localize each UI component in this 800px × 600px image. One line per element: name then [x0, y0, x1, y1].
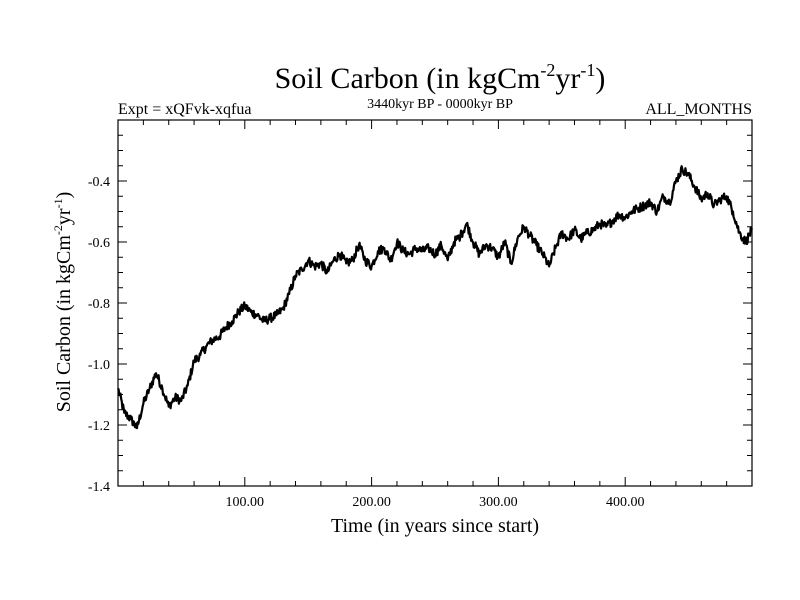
- y-tick-label: -0.8: [88, 297, 110, 312]
- y-tick-label: -1.0: [88, 358, 110, 373]
- series-line-soil-carbon: [117, 165, 754, 430]
- chart-title-base: Soil Carbon (in kgCm: [275, 62, 541, 95]
- x-tick-label: 200.00: [352, 495, 391, 510]
- y-axis-label: Soil Carbon (in kgCm-2yr-1): [51, 192, 75, 413]
- chart-title-sup2: -1: [580, 60, 595, 80]
- x-axis-label: Time (in years since start): [331, 515, 539, 537]
- x-tick-label: 100.00: [226, 495, 265, 510]
- chart-title-mid: yr: [555, 62, 580, 95]
- y-axis-label-base: Soil Carbon (in kgCm: [53, 235, 75, 413]
- x-tick-label: 400.00: [606, 495, 645, 510]
- subtitle-center: 3440kyr BP - 0000kyr BP: [367, 97, 513, 112]
- y-axis-label-mid: yr: [53, 208, 75, 225]
- y-tick-label: -0.4: [88, 175, 110, 190]
- y-axis-label-sup2: -1: [51, 198, 65, 208]
- chart-title-end: ): [595, 62, 605, 95]
- y-tick-label: -0.6: [88, 236, 110, 251]
- chart-title: Soil Carbon (in kgCm-2yr-1): [275, 60, 606, 95]
- x-tick-label: 300.00: [479, 495, 518, 510]
- y-tick-label: -1.4: [88, 480, 110, 495]
- plot-frame: [117, 119, 753, 487]
- x-axis-ticks: 100.00 200.00 300.00 400.00: [142, 120, 728, 510]
- subtitle-right: ALL_MONTHS: [645, 101, 752, 118]
- subtitle-left: Expt = xQFvk-xqfua: [118, 101, 251, 118]
- y-tick-label: -1.2: [88, 419, 110, 434]
- y-axis-label-sup1: -2: [51, 225, 65, 235]
- chart-title-sup1: -2: [540, 60, 555, 80]
- y-axis-ticks: -1.4 -1.2 -1.0 -0.8 -0.6 -0.4: [88, 119, 752, 495]
- y-axis-label-end: ): [53, 192, 75, 199]
